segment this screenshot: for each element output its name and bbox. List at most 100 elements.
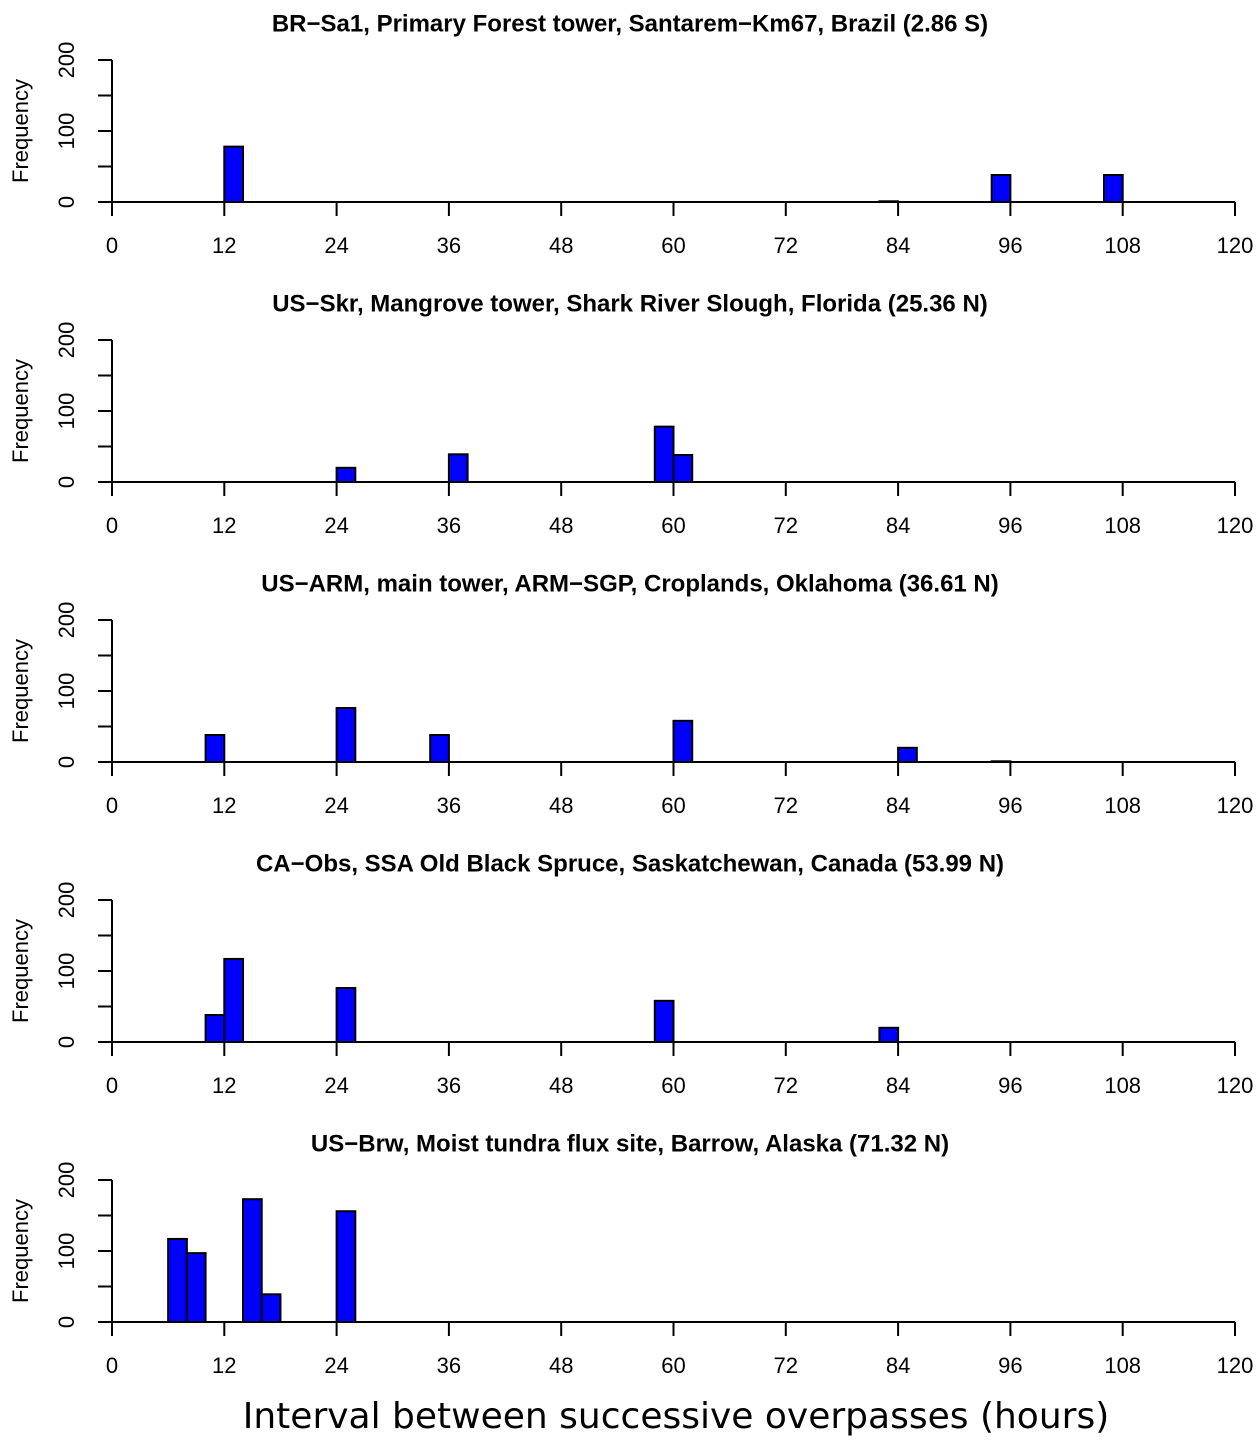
bar bbox=[335, 466, 357, 483]
x-tick-label: 120 bbox=[1217, 513, 1254, 538]
bar bbox=[223, 145, 245, 203]
bar bbox=[672, 454, 694, 483]
x-tick-label: 12 bbox=[212, 1353, 236, 1378]
y-tick-label: 200 bbox=[54, 882, 79, 919]
x-tick-label: 72 bbox=[774, 793, 798, 818]
y-tick-label: 200 bbox=[54, 1162, 79, 1199]
x-tick-label: 72 bbox=[774, 513, 798, 538]
x-tick-label: 120 bbox=[1217, 1073, 1254, 1098]
x-tick-label: 96 bbox=[998, 1073, 1022, 1098]
bar bbox=[335, 707, 357, 763]
y-tick-label: 200 bbox=[54, 602, 79, 639]
x-tick-label: 24 bbox=[324, 1353, 348, 1378]
x-tick-label: 0 bbox=[106, 513, 118, 538]
y-tick-label: 0 bbox=[54, 1036, 79, 1048]
x-tick-label: 108 bbox=[1104, 1353, 1141, 1378]
x-tick-label: 84 bbox=[886, 1353, 910, 1378]
bar bbox=[429, 734, 450, 764]
x-tick-label: 84 bbox=[886, 1073, 910, 1098]
bar bbox=[990, 760, 1012, 763]
x-tick-label: 96 bbox=[998, 233, 1022, 258]
x-tick-label: 12 bbox=[212, 1073, 236, 1098]
bar bbox=[672, 719, 694, 764]
x-tick-label: 84 bbox=[886, 793, 910, 818]
bar bbox=[335, 987, 357, 1043]
x-tick-label: 36 bbox=[437, 1353, 461, 1378]
chart-title: BR−Sa1, Primary Forest tower, Santarem−K… bbox=[272, 10, 988, 37]
x-tick-label: 48 bbox=[549, 793, 573, 818]
x-tick-label: 24 bbox=[324, 1073, 348, 1098]
x-tick-label: 12 bbox=[212, 513, 236, 538]
x-tick-label: 108 bbox=[1104, 513, 1141, 538]
chart-title: US−Brw, Moist tundra flux site, Barrow, … bbox=[311, 1130, 949, 1157]
bar bbox=[204, 734, 226, 764]
x-tick-label: 72 bbox=[774, 1353, 798, 1378]
bar bbox=[878, 200, 900, 203]
x-tick-label: 0 bbox=[106, 793, 118, 818]
x-tick-label: 0 bbox=[106, 233, 118, 258]
bar bbox=[1102, 174, 1124, 204]
chart-title: US−ARM, main tower, ARM−SGP, Croplands, … bbox=[261, 570, 999, 597]
x-tick-label: 108 bbox=[1104, 793, 1141, 818]
x-tick-label: 36 bbox=[437, 793, 461, 818]
y-tick-label: 100 bbox=[54, 673, 79, 710]
chart-title: CA−Obs, SSA Old Black Spruce, Saskatchew… bbox=[256, 850, 1004, 877]
bar bbox=[242, 1198, 263, 1324]
bar bbox=[653, 999, 675, 1044]
x-tick-label: 24 bbox=[324, 793, 348, 818]
bar bbox=[653, 425, 675, 483]
bar bbox=[167, 1237, 188, 1324]
x-tick-label: 48 bbox=[549, 513, 573, 538]
x-tick-label: 60 bbox=[661, 513, 685, 538]
y-tick-label: 0 bbox=[54, 1316, 79, 1328]
bar bbox=[260, 1293, 282, 1324]
x-tick-label: 120 bbox=[1217, 1353, 1254, 1378]
y-tick-label: 0 bbox=[54, 476, 79, 488]
x-tick-label: 60 bbox=[661, 233, 685, 258]
x-tick-label: 12 bbox=[212, 793, 236, 818]
x-axis-label: Interval between successive overpasses (… bbox=[243, 1396, 1110, 1437]
bar bbox=[878, 1026, 900, 1044]
x-tick-label: 108 bbox=[1104, 233, 1141, 258]
y-tick-label: 100 bbox=[54, 393, 79, 430]
x-tick-label: 72 bbox=[774, 233, 798, 258]
x-tick-label: 120 bbox=[1217, 793, 1254, 818]
y-axis-label: Frequency bbox=[8, 359, 33, 463]
x-tick-label: 36 bbox=[437, 513, 461, 538]
bar bbox=[335, 1210, 357, 1323]
x-tick-label: 24 bbox=[324, 233, 348, 258]
x-tick-label: 96 bbox=[998, 1353, 1022, 1378]
x-tick-label: 48 bbox=[549, 1073, 573, 1098]
y-axis-label: Frequency bbox=[8, 79, 33, 183]
y-tick-label: 0 bbox=[54, 196, 79, 208]
x-tick-label: 108 bbox=[1104, 1073, 1141, 1098]
bar bbox=[990, 174, 1012, 204]
x-tick-label: 60 bbox=[661, 1353, 685, 1378]
x-tick-label: 12 bbox=[212, 233, 236, 258]
x-tick-label: 0 bbox=[106, 1073, 118, 1098]
bar bbox=[447, 453, 469, 483]
y-tick-label: 100 bbox=[54, 113, 79, 150]
bar bbox=[223, 957, 245, 1043]
x-tick-label: 72 bbox=[774, 1073, 798, 1098]
y-axis-label: Frequency bbox=[8, 919, 33, 1023]
x-tick-label: 120 bbox=[1217, 233, 1254, 258]
x-tick-label: 48 bbox=[549, 233, 573, 258]
x-tick-label: 96 bbox=[998, 793, 1022, 818]
x-tick-label: 24 bbox=[324, 513, 348, 538]
x-tick-label: 60 bbox=[661, 793, 685, 818]
x-tick-label: 0 bbox=[106, 1353, 118, 1378]
y-tick-label: 100 bbox=[54, 1233, 79, 1270]
y-tick-label: 200 bbox=[54, 322, 79, 359]
chart-title: US−Skr, Mangrove tower, Shark River Slou… bbox=[272, 290, 988, 317]
x-tick-label: 36 bbox=[437, 1073, 461, 1098]
y-tick-label: 0 bbox=[54, 756, 79, 768]
x-tick-label: 96 bbox=[998, 513, 1022, 538]
x-tick-label: 48 bbox=[549, 1353, 573, 1378]
x-tick-label: 60 bbox=[661, 1073, 685, 1098]
x-tick-label: 36 bbox=[437, 233, 461, 258]
bar bbox=[897, 746, 918, 763]
y-tick-label: 100 bbox=[54, 953, 79, 990]
x-tick-label: 84 bbox=[886, 233, 910, 258]
